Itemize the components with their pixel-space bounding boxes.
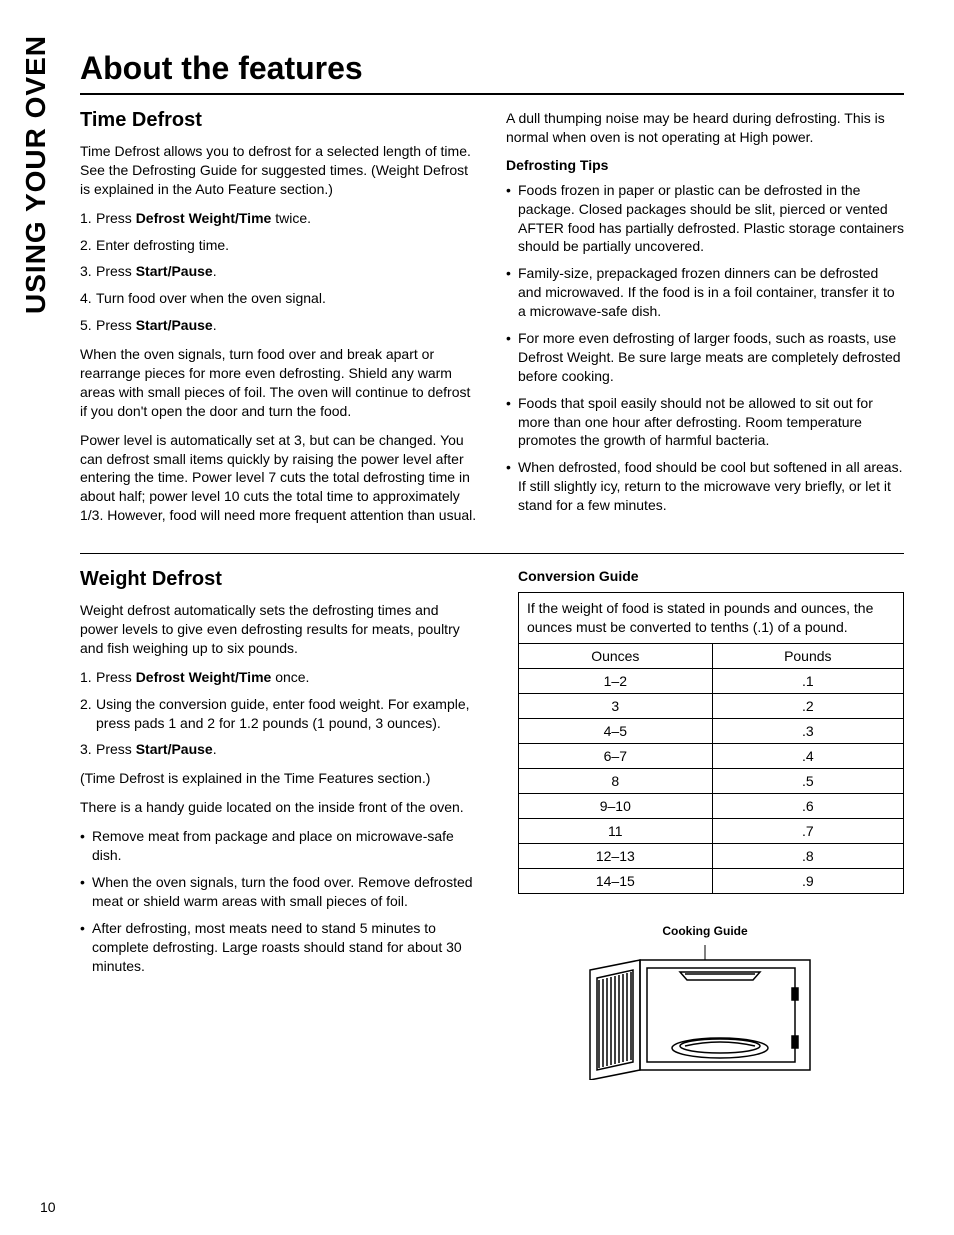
weight-defrost-note: (Time Defrost is explained in the Time F… [80, 769, 478, 788]
page-number: 10 [40, 1199, 56, 1215]
col-ounces: Ounces [519, 643, 713, 668]
bullet-item: After defrosting, most meats need to sta… [80, 919, 478, 976]
table-cell: .4 [712, 743, 903, 768]
time-defrost-intro: Time Defrost allows you to defrost for a… [80, 142, 478, 199]
time-defrost-left-col: Time Defrost Time Defrost allows you to … [80, 109, 478, 535]
table-cell: 3 [519, 693, 713, 718]
step-item: Press Defrost Weight/Time once. [80, 668, 478, 687]
col-pounds: Pounds [712, 643, 903, 668]
table-cell: .3 [712, 718, 903, 743]
table-row: 11.7 [519, 818, 904, 843]
table-cell: .9 [712, 868, 903, 893]
conversion-table: Ounces Pounds 1–2.13.24–5.36–7.48.59–10.… [518, 643, 904, 894]
table-row: 9–10.6 [519, 793, 904, 818]
time-defrost-para1: When the oven signals, turn food over an… [80, 345, 478, 421]
table-row: 4–5.3 [519, 718, 904, 743]
bullet-item: For more even defrosting of larger foods… [506, 329, 904, 386]
step-item: Press Start/Pause. [80, 262, 478, 281]
table-cell: .1 [712, 668, 903, 693]
time-defrost-steps: Press Defrost Weight/Time twice. Enter de… [80, 209, 478, 335]
table-cell: 4–5 [519, 718, 713, 743]
table-row: 12–13.8 [519, 843, 904, 868]
page-title: About the features [80, 50, 904, 95]
cooking-guide-diagram: Cooking Guide [506, 924, 904, 1085]
table-row: 14–15.9 [519, 868, 904, 893]
table-cell: 14–15 [519, 868, 713, 893]
conversion-caption: If the weight of food is stated in pound… [518, 592, 904, 643]
section-divider [80, 553, 904, 554]
step-item: Enter defrosting time. [80, 236, 478, 255]
table-header-row: Ounces Pounds [519, 643, 904, 668]
bullet-item: Remove meat from package and place on mi… [80, 827, 478, 865]
conversion-table-wrap: If the weight of food is stated in pound… [518, 592, 904, 894]
defrosting-tips-list: Foods frozen in paper or plastic can be … [506, 181, 904, 515]
weight-defrost-section: Weight Defrost Weight defrost automatica… [80, 568, 904, 1085]
table-row: 6–7.4 [519, 743, 904, 768]
table-cell: .2 [712, 693, 903, 718]
table-row: 8.5 [519, 768, 904, 793]
table-cell: 9–10 [519, 793, 713, 818]
bullet-item: Foods that spoil easily should not be al… [506, 394, 904, 451]
weight-defrost-heading: Weight Defrost [80, 568, 478, 591]
defrosting-tips-heading: Defrosting Tips [506, 157, 904, 173]
conversion-guide-heading: Conversion Guide [518, 568, 904, 584]
table-cell: .6 [712, 793, 903, 818]
table-row: 3.2 [519, 693, 904, 718]
bullet-item: When defrosted, food should be cool but … [506, 458, 904, 515]
table-cell: 11 [519, 818, 713, 843]
table-cell: .7 [712, 818, 903, 843]
time-defrost-para2: Power level is automatically set at 3, b… [80, 431, 478, 525]
step-item: Press Start/Pause. [80, 316, 478, 335]
table-cell: 6–7 [519, 743, 713, 768]
step-item: Turn food over when the oven signal. [80, 289, 478, 308]
table-cell: .5 [712, 768, 903, 793]
time-defrost-right-col: A dull thumping noise may be heard durin… [506, 109, 904, 535]
step-item: Using the conversion guide, enter food w… [80, 695, 478, 733]
table-row: 1–2.1 [519, 668, 904, 693]
bullet-item: Foods frozen in paper or plastic can be … [506, 181, 904, 257]
weight-defrost-intro: Weight defrost automatically sets the de… [80, 601, 478, 658]
weight-defrost-right-col: Conversion Guide If the weight of food i… [506, 568, 904, 1085]
side-label: USING YOUR OVEN [20, 35, 52, 314]
bullet-item: When the oven signals, turn the food ove… [80, 873, 478, 911]
weight-defrost-bullets: Remove meat from package and place on mi… [80, 827, 478, 975]
table-cell: 8 [519, 768, 713, 793]
time-defrost-section: Time Defrost Time Defrost allows you to … [80, 109, 904, 535]
cooking-guide-label: Cooking Guide [506, 924, 904, 938]
table-cell: 1–2 [519, 668, 713, 693]
table-cell: .8 [712, 843, 903, 868]
step-item: Press Defrost Weight/Time twice. [80, 209, 478, 228]
weight-defrost-left-col: Weight Defrost Weight defrost automatica… [80, 568, 478, 1085]
time-defrost-heading: Time Defrost [80, 109, 478, 132]
bullet-item: Family-size, prepackaged frozen dinners … [506, 264, 904, 321]
table-cell: 12–13 [519, 843, 713, 868]
time-defrost-rcol-para: A dull thumping noise may be heard durin… [506, 109, 904, 147]
weight-defrost-guide-note: There is a handy guide located on the in… [80, 798, 478, 817]
weight-defrost-steps: Press Defrost Weight/Time once. Using the… [80, 668, 478, 760]
step-item: Press Start/Pause. [80, 740, 478, 759]
microwave-illustration [585, 940, 825, 1080]
